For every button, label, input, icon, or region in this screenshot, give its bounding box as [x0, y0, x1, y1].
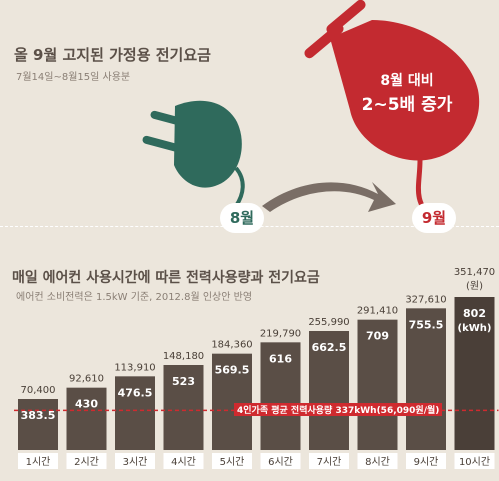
bar-5: [212, 353, 252, 450]
page-title: 올 9월 고지된 가정용 전기요금: [14, 46, 211, 64]
bar-9: [406, 308, 446, 450]
fee-label-8: 291,410: [357, 306, 398, 317]
value-label-group: 383.5 430 476.5 523 569.5 616 662.5 709 755.5 802…: [21, 307, 492, 422]
category-label-4: 4시간: [171, 456, 196, 468]
value-label-9: 755.5: [409, 318, 444, 331]
category-box-9: [406, 453, 446, 469]
category-box-5: [212, 453, 252, 469]
fee-label-1: 70,400: [21, 385, 56, 396]
category-label-2: 2시간: [74, 456, 99, 468]
category-box-7: [309, 453, 349, 469]
green-plug-icon: [142, 100, 245, 208]
fee-label-2: 92,610: [69, 374, 104, 385]
bar-10: [454, 297, 495, 450]
value-label-8: 709: [366, 330, 389, 343]
bar-group: [18, 297, 495, 450]
fee-label-6: 219,790: [260, 328, 301, 339]
bar-2: [66, 387, 107, 450]
bar-1: [18, 399, 58, 450]
fee-label-3: 113,910: [114, 362, 155, 373]
value-label-2: 430: [75, 398, 98, 411]
fee-label-5: 184,360: [211, 340, 252, 351]
category-box-2: [66, 453, 107, 469]
value-label-7: 662.5: [312, 341, 347, 354]
category-label-6: 6시간: [268, 456, 293, 468]
category-box-3: [115, 453, 155, 469]
value-label-3: 476.5: [118, 386, 153, 399]
month-to-badge: 9월: [412, 203, 456, 233]
page-subtitle: 7월14일~8월15일 사용분: [16, 72, 131, 83]
fee-label-group: 70,400 92,610 113,910 148,180 184,360 219,790…: [21, 267, 496, 396]
bar-4: [163, 365, 204, 450]
value-label-10: 802: [463, 307, 486, 320]
category-box-8: [357, 453, 398, 469]
fee-label-9: 327,610: [405, 294, 446, 305]
category-label-7: 7시간: [317, 456, 342, 468]
category-label-group: 1시간 2시간 3시간 4시간 5시간 6시간 7시간 8시간 9시간 10시간: [18, 453, 495, 469]
category-label-8: 8시간: [365, 456, 390, 468]
chart-title: 매일 에어컨 사용시간에 따른 전력사용량과 전기요금: [12, 270, 320, 286]
trend-arrow-icon: [262, 182, 396, 212]
callout-line1: 8월 대비: [380, 73, 434, 89]
category-box-6: [260, 453, 301, 469]
bar-8: [357, 319, 398, 450]
fee-label-4: 148,180: [163, 351, 204, 362]
category-label-3: 3시간: [123, 456, 148, 468]
category-label-5: 5시간: [220, 456, 245, 468]
fee-label-7: 255,990: [308, 317, 349, 328]
reference-label: 4인가족 평균 전력사용량 337kWh(56,090원/월): [234, 403, 443, 416]
unit-power: (kWh): [458, 323, 492, 334]
bar-3: [115, 376, 155, 450]
value-label-4: 523: [172, 375, 195, 388]
callout-line2: 2~5배 증가: [361, 95, 453, 115]
red-plug-icon: [304, 0, 480, 220]
value-label-1: 383.5: [21, 409, 56, 422]
bar-6: [260, 342, 301, 450]
category-label-9: 9시간: [414, 456, 439, 468]
category-box-10: [454, 453, 495, 469]
category-label-1: 1시간: [26, 456, 51, 468]
value-label-5: 569.5: [215, 364, 250, 377]
unit-fee: (원): [466, 280, 483, 292]
value-label-6: 616: [269, 352, 292, 365]
month-from-badge: 8월: [220, 203, 264, 233]
category-box-1: [18, 453, 58, 469]
category-box-4: [163, 453, 204, 469]
bar-7: [309, 331, 349, 450]
category-label-10: 10시간: [459, 456, 490, 468]
chart-subtitle: 에어컨 소비전력은 1.5kW 기준, 2012.8월 인상안 반영: [16, 292, 253, 303]
fee-label-10: 351,470: [454, 267, 495, 278]
